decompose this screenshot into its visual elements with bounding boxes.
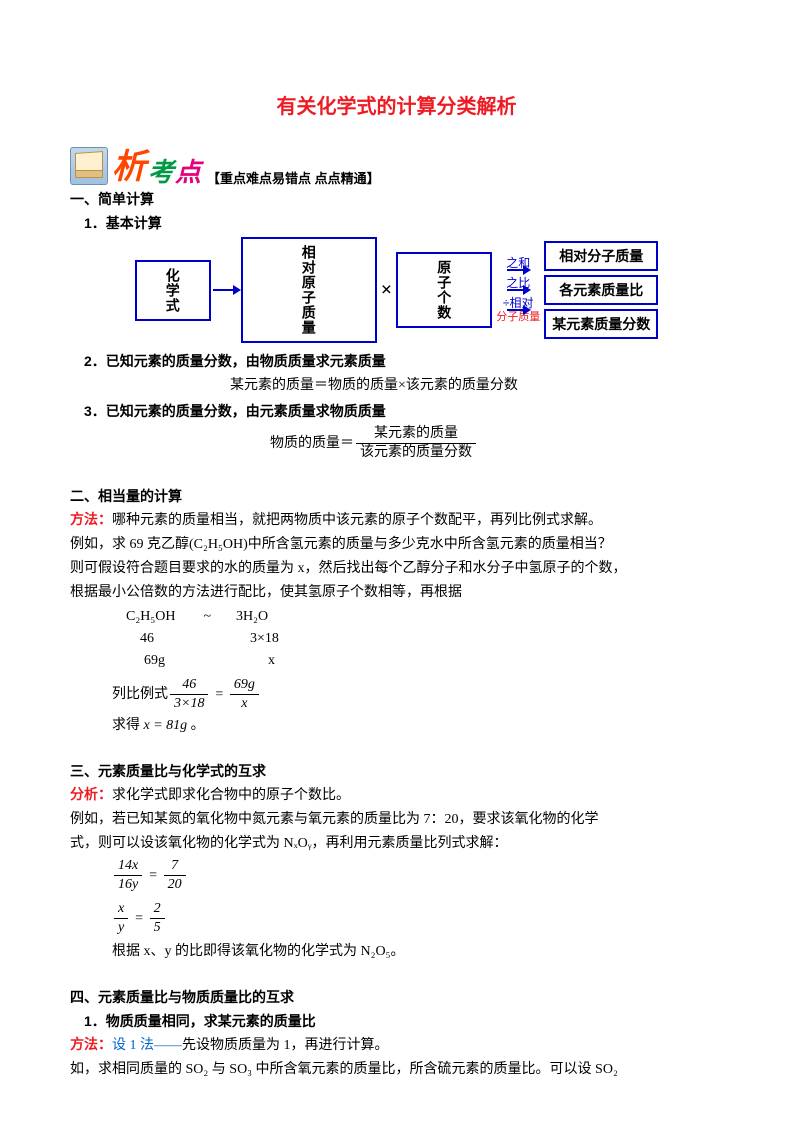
section1-heading: 一、简单计算 (70, 189, 723, 209)
char-dian: 点 (175, 152, 201, 189)
section2-example-line3: 根据最小公倍数的方法进行配比，使其氢原子个数相等，再根据 (70, 582, 723, 604)
analysis-text: 求化学式即求化合物中的原子个数比。 (112, 788, 350, 803)
ratio-equation-1: 14x16y = 720 (112, 857, 723, 894)
formula-den: 该元素的质量分数 (356, 444, 476, 462)
method-blue-text: 设 1 法—— (112, 1038, 182, 1053)
proportion-row1: C₂H₅OH~3H₂O (126, 606, 723, 628)
section4-item1: 1．物质质量相同，求某元素的质量比 (84, 1011, 723, 1031)
label-fenzi: 分子质量 (496, 312, 540, 323)
method-text: 哪种元素的质量相当，就把两物质中该元素的原子个数配平，再列比例式求解。 (112, 513, 602, 528)
formula-mass-from-fraction: 某元素的质量＝物质的质量×该元素的质量分数 (230, 375, 723, 397)
formula-substance-mass: 物质的质量＝ 某元素的质量 该元素的质量分数 (270, 425, 723, 462)
section3-example-line1: 例如，若已知某氮的氧化物中氮元素与氧元素的质量比为 7：20，要求该氧化物的化学 (70, 809, 723, 831)
proportion-row2: 463×18 (126, 628, 723, 650)
section4-heading: 四、元素质量比与物质质量比的互求 (70, 987, 723, 1007)
kaodian-banner: 析 考 点 【重点难点易错点 点点精通】 (70, 147, 723, 185)
section1-item3: 3．已知元素的质量分数，由元素质量求物质质量 (84, 401, 723, 421)
formula-num: 某元素的质量 (356, 425, 476, 444)
arrow-icon (213, 289, 239, 291)
section1-item1: 1．基本计算 (84, 213, 723, 233)
section2-example-line2: 则可假设符合题目要求的水的质量为 x，然后找出每个乙醇分子和水分子中氢原子的个数… (70, 558, 723, 580)
proportion-result: 求得 x = 81g 。 (112, 715, 723, 737)
section4-example: 如，求相同质量的 SO₂ 与 SO₃ 中所含氧元素的质量比，所含硫元素的质量比。… (70, 1059, 723, 1081)
section3-conclusion: 根据 x、y 的比即得该氧化物的化学式为 N₂O₅。 (112, 941, 723, 963)
method-label: 方法： (70, 513, 112, 528)
char-xi: 析 (112, 151, 146, 185)
section4-method: 方法：设 1 法——先设物质质量为 1，再进行计算。 (70, 1035, 723, 1057)
analysis-label: 分析： (70, 788, 112, 803)
proportion-equation: 列比例式 463×18 = 69gx (112, 676, 723, 713)
box-atom-count: 原子个数 (396, 252, 492, 328)
method-label-4: 方法： (70, 1038, 112, 1053)
equation-label: 列比例式 (112, 684, 168, 706)
kaodian-bracket: 【重点难点易错点 点点精通】 (207, 168, 380, 187)
box-out-mass-ratio: 各元素质量比 (544, 275, 658, 305)
section3-heading: 三、元素质量比与化学式的互求 (70, 761, 723, 781)
ratio-equation-2: xy = 25 (112, 900, 723, 937)
proportion-row3: 69gx (126, 650, 723, 672)
basic-calc-diagram: 化学式 相对原子质量 × 原子个数 之和 之比 ÷相对 分子质量 (70, 237, 723, 343)
section3-example-line2: 式，则可以设该氧化物的化学式为 NₓOᵧ，再利用元素质量比列式求解： (70, 833, 723, 855)
arrow-icon (507, 289, 529, 291)
section3-analysis: 分析：求化学式即求化合物中的原子个数比。 (70, 785, 723, 807)
box-out-mass-fraction: 某元素质量分数 (544, 309, 658, 339)
section2-method: 方法：哪种元素的质量相当，就把两物质中该元素的原子个数配平，再列比例式求解。 (70, 510, 723, 532)
arrow-icon (507, 309, 529, 311)
section2-heading: 二、相当量的计算 (70, 486, 723, 506)
book-icon (70, 147, 108, 185)
section1-item2: 2．已知元素的质量分数，由物质质量求元素质量 (84, 351, 723, 371)
page-title: 有关化学式的计算分类解析 (70, 90, 723, 119)
method-black-text: 先设物质质量为 1，再进行计算。 (182, 1038, 389, 1053)
multiply-symbol: × (381, 279, 392, 302)
char-kao: 考 (148, 152, 174, 189)
box-out-molecular-mass: 相对分子质量 (544, 241, 658, 271)
box-huaxueshi: 化学式 (135, 260, 211, 321)
box-relative-atomic-mass: 相对原子质量 (241, 237, 377, 343)
section2-example-line1: 例如，求 69 克乙醇(C₂H₅OH)中所含氢元素的质量与多少克水中所含氢元素的… (70, 534, 723, 556)
formula-lhs: 物质的质量＝ (270, 433, 354, 455)
arrow-icon (507, 269, 529, 271)
